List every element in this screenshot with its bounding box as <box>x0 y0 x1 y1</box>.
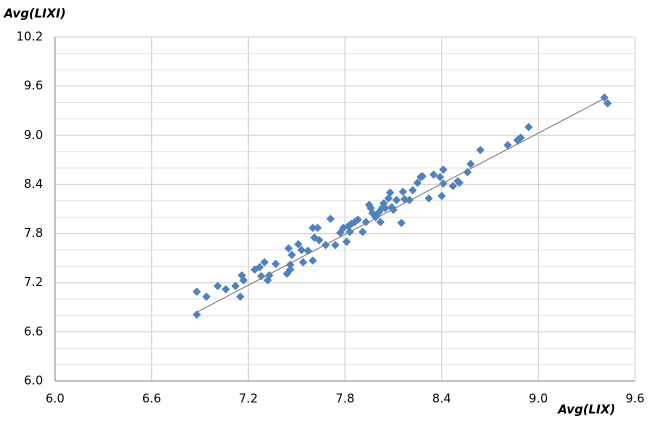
point <box>439 179 448 188</box>
point <box>297 245 306 255</box>
point <box>448 181 458 191</box>
point <box>287 250 297 260</box>
point <box>257 271 266 281</box>
point <box>294 240 303 249</box>
point <box>331 240 340 250</box>
point <box>308 256 317 265</box>
point <box>376 217 385 227</box>
y-tick-label: 7.2 <box>24 275 43 289</box>
y-axis-label: Avg(LIXI) <box>3 7 66 21</box>
point <box>335 228 345 237</box>
point <box>236 292 245 301</box>
point <box>192 287 201 296</box>
point <box>231 281 240 291</box>
point <box>315 235 324 245</box>
y-tick-label: 8.4 <box>24 177 43 191</box>
x-tick-label: 6.6 <box>142 392 161 406</box>
point <box>192 310 201 319</box>
point <box>516 133 525 142</box>
x-tick-label: 7.8 <box>335 392 354 406</box>
point <box>413 178 422 187</box>
x-tick-label: 6.0 <box>45 392 64 406</box>
point <box>418 172 427 181</box>
x-tick-label: 9.6 <box>625 392 644 406</box>
point <box>202 292 211 301</box>
point <box>286 265 295 274</box>
point <box>435 172 445 182</box>
point <box>424 194 433 203</box>
point <box>603 99 612 108</box>
y-tick-label: 10.2 <box>16 30 43 44</box>
point <box>397 218 406 228</box>
point <box>408 185 417 195</box>
x-axis-label: Avg(LIX) <box>557 403 615 417</box>
point <box>213 281 222 291</box>
point <box>437 191 446 201</box>
point <box>379 199 388 208</box>
point <box>392 195 401 205</box>
point <box>313 223 322 233</box>
point <box>326 214 335 224</box>
point <box>308 223 317 233</box>
point <box>358 227 367 237</box>
point <box>298 258 308 267</box>
point <box>381 203 390 213</box>
y-tick-label: 6.0 <box>24 374 43 388</box>
point <box>284 244 293 253</box>
y-tick-label: 6.6 <box>24 324 43 338</box>
point <box>271 259 280 269</box>
point <box>405 195 414 205</box>
y-tick-label: 7.8 <box>24 226 43 240</box>
y-tick-label: 9.6 <box>24 79 43 93</box>
point <box>600 93 609 102</box>
point <box>398 187 408 196</box>
trendline <box>196 96 608 313</box>
point <box>466 159 475 169</box>
point <box>524 122 533 132</box>
point <box>455 178 464 187</box>
point <box>353 215 363 224</box>
point <box>260 258 269 267</box>
point <box>463 167 472 177</box>
x-tick-label: 9.0 <box>529 392 548 406</box>
point <box>221 285 230 294</box>
point <box>503 140 512 150</box>
point <box>429 170 438 179</box>
x-tick-label: 7.2 <box>239 392 258 406</box>
point <box>476 145 485 155</box>
point <box>385 188 395 197</box>
x-tick-label: 8.4 <box>432 392 451 406</box>
point <box>239 276 248 285</box>
y-tick-label: 9.0 <box>24 128 43 142</box>
point <box>342 237 351 246</box>
point <box>255 262 264 272</box>
point <box>439 165 448 174</box>
